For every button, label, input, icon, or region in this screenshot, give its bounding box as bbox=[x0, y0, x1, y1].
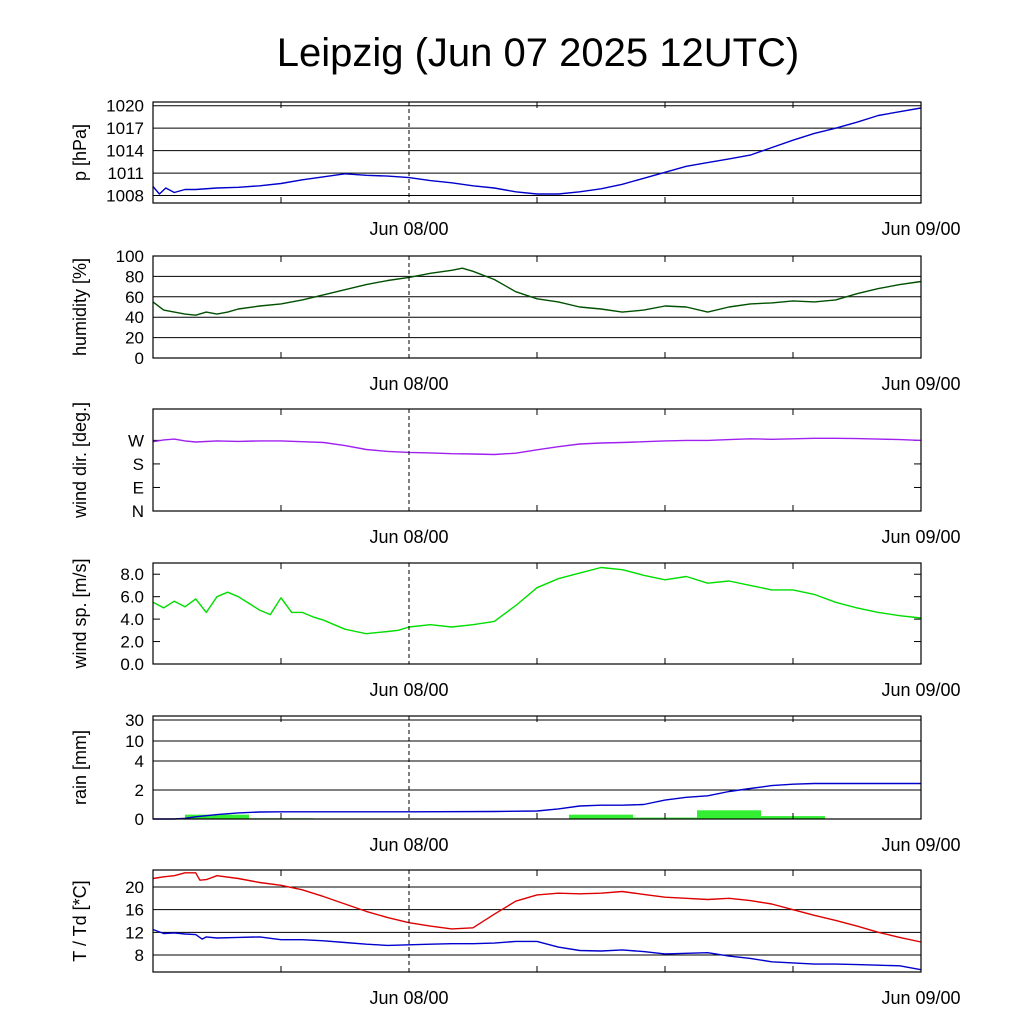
pressure-xtick-label: Jun 09/00 bbox=[881, 219, 960, 239]
rain-ytick-label: 0 bbox=[135, 810, 144, 829]
humidity-series-line bbox=[152, 267, 922, 316]
humidity-ytick-label: 40 bbox=[125, 308, 144, 327]
rain-ylabel: rain [mm] bbox=[70, 730, 90, 805]
wind_speed-xtick-label: Jun 08/00 bbox=[369, 680, 448, 700]
rain-ytick-label: 10 bbox=[125, 732, 144, 751]
wind_dir-series-line bbox=[152, 437, 922, 456]
pressure-ylabel: p [hPa] bbox=[70, 124, 90, 181]
temperature-ylabel: T / Td [*C] bbox=[70, 880, 90, 961]
wind_dir-ylabel: wind dir. [deg.] bbox=[70, 402, 90, 519]
wind_dir-xtick-label: Jun 08/00 bbox=[369, 527, 448, 547]
pressure-ytick-label: 1020 bbox=[106, 97, 144, 116]
wind_speed-ytick-label: 4.0 bbox=[120, 610, 144, 629]
rain-ytick-label: 4 bbox=[135, 752, 144, 771]
temperature-plot-frame bbox=[152, 869, 922, 973]
wind_speed-xtick-label: Jun 09/00 bbox=[881, 680, 960, 700]
wind_speed-ytick-label: 0.0 bbox=[120, 655, 144, 674]
rain-panel: 0 2 410 30 Jun 08/00 Jun 09/00 rain [mm] bbox=[70, 711, 961, 855]
temperature-ytick-label: 20 bbox=[125, 878, 144, 897]
chart-title: Leipzig (Jun 07 2025 12UTC) bbox=[277, 31, 800, 75]
temperature-xtick-label: Jun 09/00 bbox=[881, 988, 960, 1008]
pressure-ytick-label: 1011 bbox=[107, 164, 144, 183]
wind_dir-ytick-label: N bbox=[132, 502, 144, 521]
pressure-ytick-label: 1017 bbox=[106, 119, 144, 138]
pressure-ytick-label: 1014 bbox=[106, 142, 144, 161]
wind_speed-ytick-label: 8.0 bbox=[120, 565, 144, 584]
wind_speed-panel: 0.0 2.0 4.0 6.0 8.0 Jun 08/00 Jun 09/00 wind sp… bbox=[70, 558, 961, 700]
pressure-ytick-label: 1008 bbox=[106, 187, 144, 206]
rain-ytick-label: 30 bbox=[125, 711, 144, 730]
humidity-ytick-label: 20 bbox=[125, 329, 144, 348]
wind_dir-ytick-label: S bbox=[133, 455, 144, 474]
temperature-ytick-label: 8 bbox=[135, 946, 144, 965]
humidity-ytick-label: 0 bbox=[135, 349, 144, 368]
pressure-plot-frame bbox=[152, 101, 922, 204]
rain_total-series-line bbox=[153, 782, 921, 820]
humidity-xtick-label: Jun 08/00 bbox=[369, 374, 448, 394]
rain-xtick-label: Jun 09/00 bbox=[881, 835, 960, 855]
rain-plot-frame bbox=[152, 715, 922, 820]
temperature-xtick-label: Jun 08/00 bbox=[369, 988, 448, 1008]
rain-ytick-label: 2 bbox=[135, 781, 144, 800]
wind_speed-ytick-label: 6.0 bbox=[120, 588, 144, 607]
rain-bar bbox=[697, 810, 761, 819]
wind_dir-ytick-label: W bbox=[128, 431, 144, 450]
temperature-panel: 20 16 12 8 Jun 08/00 Jun 09/00 T / Td [*C] bbox=[70, 869, 961, 1008]
rain-bar bbox=[569, 814, 633, 819]
wind_speed-plot-frame bbox=[152, 562, 922, 665]
wind_speed-series-line bbox=[152, 566, 922, 635]
humidity-ytick-label: 60 bbox=[125, 288, 144, 307]
wind_speed-ytick-label: 2.0 bbox=[120, 633, 144, 652]
wind_dir-plot-frame bbox=[152, 408, 922, 512]
humidity-plot-frame bbox=[152, 255, 922, 359]
pressure-xtick-label: Jun 08/00 bbox=[369, 219, 448, 239]
pressure-panel: 1020 1017 1014 1011 1008 Jun 08/00 Jun 09/00 p … bbox=[70, 97, 961, 239]
pressure-series-line bbox=[152, 107, 922, 195]
humidity-xtick-label: Jun 09/00 bbox=[881, 374, 960, 394]
wind_dir-xtick-label: Jun 09/00 bbox=[881, 527, 960, 547]
humidity-ytick-label: 80 bbox=[125, 267, 144, 286]
humidity-ylabel: humidity [%] bbox=[70, 258, 90, 356]
temperature-ytick-label: 12 bbox=[125, 923, 144, 942]
rain-xtick-label: Jun 08/00 bbox=[369, 835, 448, 855]
wind_dir-ytick-label: E bbox=[133, 478, 144, 497]
temperature-ytick-label: 16 bbox=[125, 901, 144, 920]
humidity-ytick-label: 100 bbox=[116, 247, 144, 266]
dewpoint-series-line bbox=[152, 928, 922, 971]
temperature-series-line bbox=[152, 872, 922, 943]
wind_speed-ylabel: wind sp. [m/s] bbox=[70, 558, 90, 669]
rain-bar bbox=[185, 814, 249, 819]
